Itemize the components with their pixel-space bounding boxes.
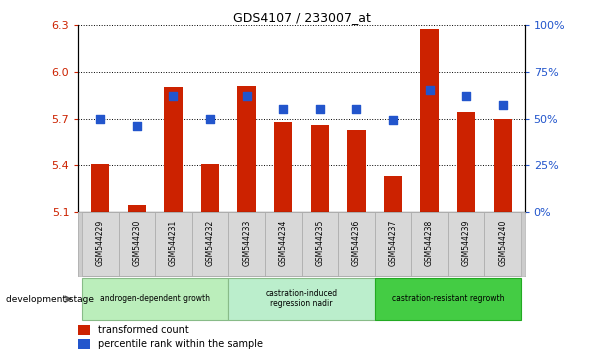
Bar (347, 130, 365, 212)
Bar (338, 212, 374, 276)
Text: development stage: development stage (6, 295, 94, 304)
Text: GSM544230: GSM544230 (133, 220, 142, 266)
Text: GSM544235: GSM544235 (315, 220, 324, 266)
Bar (91, 164, 110, 212)
Text: GSM544237: GSM544237 (388, 220, 397, 266)
Bar (448, 212, 484, 276)
Point (425, 87, 434, 93)
Bar (274, 122, 292, 212)
Text: GSM544238: GSM544238 (425, 220, 434, 266)
Bar (457, 112, 475, 212)
Bar (484, 212, 521, 276)
Bar (82, 212, 119, 276)
Bar (229, 212, 265, 276)
Bar (192, 212, 229, 276)
Bar (155, 212, 192, 276)
Bar (128, 205, 146, 212)
Point (498, 103, 508, 108)
Text: GSM544239: GSM544239 (461, 220, 470, 266)
Text: GSM544236: GSM544236 (352, 220, 361, 266)
Bar (201, 164, 219, 212)
Text: GSM544229: GSM544229 (96, 220, 105, 266)
Text: GSM544233: GSM544233 (242, 220, 251, 266)
Text: transformed count: transformed count (98, 325, 189, 335)
Point (205, 116, 215, 121)
Bar (78, 325, 90, 335)
Title: GDS4107 / 233007_at: GDS4107 / 233007_at (233, 11, 370, 24)
Point (242, 93, 251, 99)
Bar (411, 212, 448, 276)
Point (95, 116, 105, 121)
Text: androgen-dependent growth: androgen-dependent growth (100, 294, 210, 303)
Point (132, 123, 142, 129)
Text: castration-resistant regrowth: castration-resistant regrowth (391, 294, 504, 303)
Bar (311, 125, 329, 212)
Point (279, 106, 288, 112)
Bar (384, 176, 402, 212)
Bar (374, 278, 521, 320)
Text: percentile rank within the sample: percentile rank within the sample (98, 339, 264, 349)
Text: castration-induced
regression nadir: castration-induced regression nadir (265, 289, 338, 308)
Point (352, 106, 361, 112)
Bar (165, 87, 183, 212)
Text: GSM544232: GSM544232 (206, 220, 215, 266)
Bar (302, 212, 338, 276)
Text: GSM544231: GSM544231 (169, 220, 178, 266)
Point (169, 93, 178, 99)
Point (388, 118, 398, 123)
Bar (82, 278, 229, 320)
Bar (238, 86, 256, 212)
Bar (78, 339, 90, 349)
Point (461, 93, 471, 99)
Bar (119, 212, 155, 276)
Bar (374, 212, 411, 276)
Bar (493, 119, 512, 212)
Bar (265, 212, 302, 276)
Text: GSM544240: GSM544240 (498, 220, 507, 266)
Bar (229, 278, 374, 320)
Text: GSM544234: GSM544234 (279, 220, 288, 266)
Point (315, 106, 324, 112)
Bar (420, 29, 438, 212)
